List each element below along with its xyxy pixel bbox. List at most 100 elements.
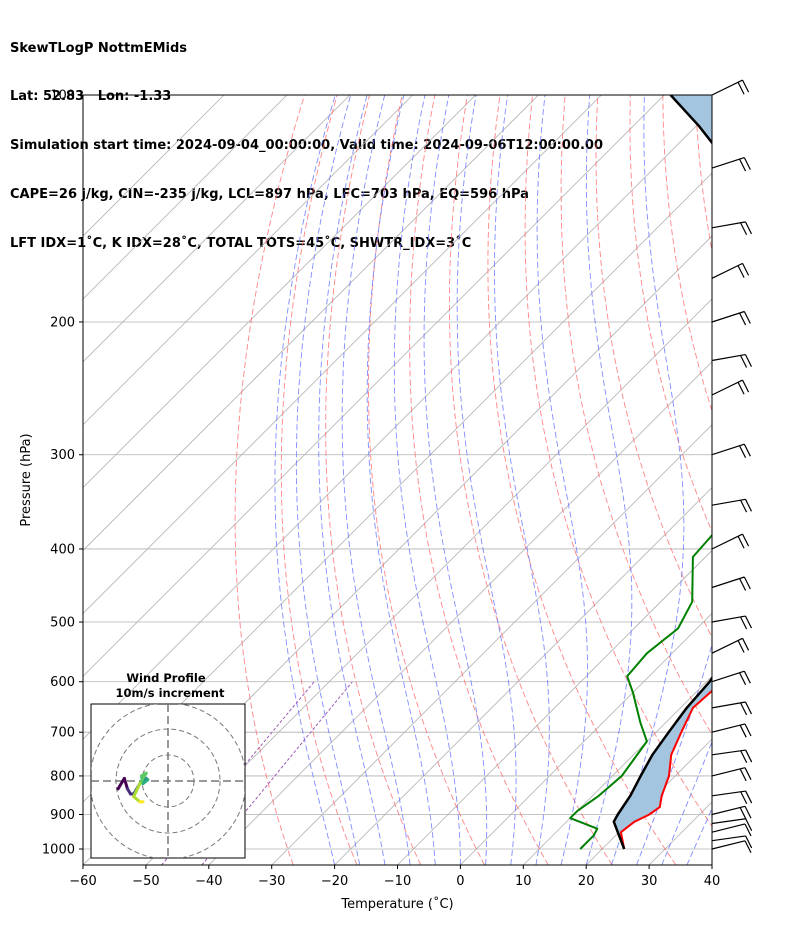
wind-barb-feather xyxy=(742,79,750,93)
moist-adiabat-line xyxy=(456,95,517,865)
wind-barbs xyxy=(711,79,753,854)
wind-barb-feather xyxy=(745,749,753,763)
wind-barb-feather xyxy=(744,840,752,854)
wind-barb-feather xyxy=(739,158,747,172)
wind-barb xyxy=(711,749,753,764)
inset-subtitle: 10m/s increment xyxy=(116,686,225,700)
dry-adiabat-line xyxy=(524,95,712,828)
y-tick-label: 500 xyxy=(50,616,75,631)
wind-barb-staff xyxy=(711,310,745,323)
isotherm-line xyxy=(83,95,476,489)
wind-barb xyxy=(711,79,750,96)
wind-barb-staff xyxy=(711,767,746,777)
dry-adiabat-line xyxy=(761,95,794,865)
wind-barb xyxy=(711,823,752,837)
isotherm-line xyxy=(83,95,413,426)
wind-barb-feather xyxy=(743,311,751,324)
x-tick-label: 40 xyxy=(704,874,721,889)
wind-barb-feather xyxy=(744,806,752,819)
dry-adiabat-line xyxy=(280,95,358,865)
moist-adiabat-line xyxy=(423,95,488,865)
cape-fill-layer xyxy=(613,95,712,849)
axes: −60 −50 −40 −30 −20 −10 0 10 20 30 40 1000 900 800 700… xyxy=(19,89,720,913)
wind-barb-feather xyxy=(745,835,753,849)
moist-adiabat-line xyxy=(661,740,712,865)
moist-adiabat-line xyxy=(295,95,361,865)
y-tick-label: 700 xyxy=(50,726,75,741)
wind-barb xyxy=(711,701,753,716)
wind-barb-staff xyxy=(711,262,743,279)
dry-adiabat-line xyxy=(560,95,712,736)
y-tick-label: 200 xyxy=(50,315,75,330)
wind-barb-staff xyxy=(711,818,746,825)
isotherm-line xyxy=(208,361,712,865)
wind-barb-feather xyxy=(739,578,747,591)
x-tick-label: 30 xyxy=(641,874,658,889)
moist-adiabat-line xyxy=(366,95,436,865)
y-tick-label: 1000 xyxy=(42,843,75,858)
isotherm-line xyxy=(83,95,351,363)
wind-barb xyxy=(711,379,750,396)
wind-barb xyxy=(711,576,751,591)
dry-adiabat-line xyxy=(662,95,712,413)
isotherm-line xyxy=(397,549,712,865)
wind-barb-feather xyxy=(744,823,752,837)
wind-barb-feather xyxy=(737,382,745,395)
wind-barb-staff xyxy=(711,805,746,816)
wind-barb-staff xyxy=(711,723,746,733)
wind-barb-staff xyxy=(711,79,743,96)
moist-adiabat-line xyxy=(494,95,550,865)
wind-barb-feather xyxy=(742,638,750,651)
wind-barb-feather xyxy=(740,702,748,716)
isotherm-line xyxy=(711,864,712,865)
isotherm-line xyxy=(83,95,602,614)
y-tick-label: 800 xyxy=(50,769,75,784)
wind-barb-feather xyxy=(744,701,753,715)
wind-barb xyxy=(711,723,752,738)
hodograph-segment xyxy=(138,771,148,786)
wind-barb xyxy=(711,354,753,368)
isotherm-line xyxy=(523,675,712,865)
wind-barb-staff xyxy=(711,157,745,169)
wind-barb-feather xyxy=(737,536,745,549)
wind-barb-feather xyxy=(739,672,747,686)
isotherm-line xyxy=(775,95,794,865)
wind-barb-feather xyxy=(740,355,748,368)
wind-barb-staff xyxy=(711,637,743,654)
x-tick-label: −30 xyxy=(258,874,285,889)
moist-adiabat-line xyxy=(536,95,588,865)
isotherm-line xyxy=(145,298,712,865)
wind-barb-staff xyxy=(711,221,746,229)
isotherm-line xyxy=(83,95,288,300)
wind-barb-feather xyxy=(743,443,751,457)
isotherm-line xyxy=(83,109,712,740)
y-axis-label: Pressure (hPa) xyxy=(19,433,34,526)
wind-barb-feather xyxy=(739,445,747,459)
wind-barb-staff xyxy=(711,701,746,709)
wind-barb-staff xyxy=(711,823,746,833)
isotherm-line xyxy=(83,95,539,552)
dry-adiabat-line xyxy=(409,95,549,865)
dry-adiabat-line xyxy=(367,95,485,865)
isotherm-line xyxy=(334,487,712,865)
wind-barb xyxy=(711,498,753,513)
wind-barb-feather xyxy=(740,750,748,764)
dry-adiabat-line xyxy=(728,95,794,865)
moist-adiabat-line xyxy=(393,95,461,865)
dry-adiabat-line xyxy=(325,95,422,865)
wind-barb-feather xyxy=(743,157,751,170)
dry-adiabat-line xyxy=(629,95,712,533)
x-tick-label: −20 xyxy=(321,874,348,889)
isotherm-line xyxy=(271,424,712,865)
wind-barb-staff xyxy=(711,379,743,396)
isotherm-line xyxy=(83,95,665,677)
x-axis-label: Temperature (˚C) xyxy=(340,896,453,912)
hodograph-area xyxy=(91,704,245,858)
wind-barb-feather xyxy=(742,263,750,276)
wind-barb-feather xyxy=(740,222,748,236)
hodograph-segment xyxy=(132,782,142,799)
wind-barb xyxy=(711,615,753,630)
wind-barb-feather xyxy=(744,723,752,737)
